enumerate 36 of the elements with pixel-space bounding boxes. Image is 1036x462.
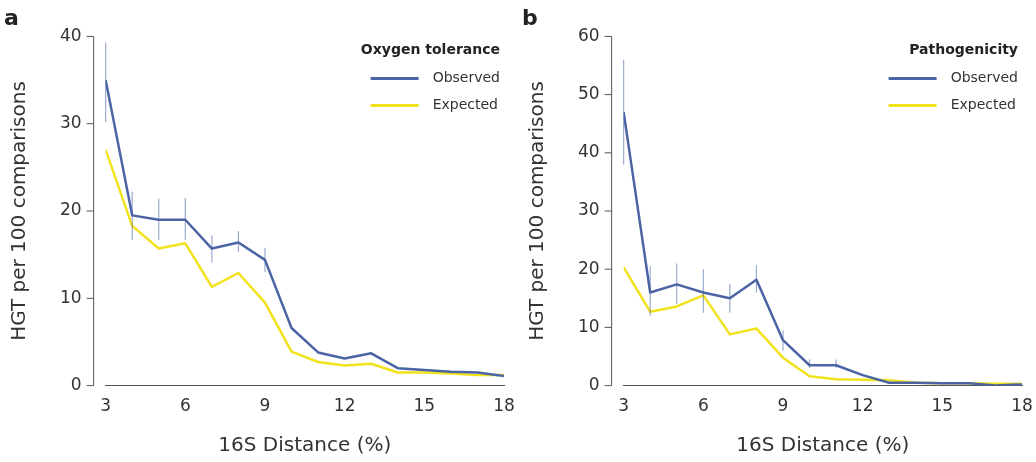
x-tick-label: 9 [777,395,789,416]
legend-label: Expected [432,96,498,113]
x-tick-label: 3 [618,395,630,416]
legend-title: Oxygen tolerance [360,41,500,58]
y-axis-title: HGT per 100 comparisons [524,81,549,341]
x-tick-label: 15 [413,395,436,416]
x-tick-label: 9 [259,395,271,416]
y-tick-label: 0 [70,374,82,395]
legend-title: Pathogenicity [909,41,1018,58]
legend-label: Observed [950,69,1018,86]
y-tick-label: 30 [59,112,82,133]
y-tick-label: 30 [577,199,600,220]
y-tick-label: 40 [59,24,82,45]
x-tick-label: 18 [1011,395,1033,416]
legend-label: Expected [950,96,1016,113]
x-axis-title: 16S Distance (%) [736,432,910,457]
y-tick-label: 10 [577,315,600,336]
y-tick-label: 40 [577,141,600,162]
x-axis-title: 16S Distance (%) [218,432,392,457]
y-tick-label: 20 [577,257,600,278]
x-tick-label: 6 [697,395,709,416]
y-tick-label: 20 [59,199,82,220]
y-tick-label: 60 [577,24,600,45]
x-tick-label: 18 [493,395,515,416]
y-tick-label: 0 [588,374,600,395]
y-tick-label: 50 [577,83,600,104]
y-axis-title: HGT per 100 comparisons [6,81,31,341]
y-tick-label: 10 [59,286,82,307]
x-tick-label: 12 [333,395,356,416]
x-tick-label: 15 [931,395,954,416]
legend-label: Observed [432,69,500,86]
x-tick-label: 12 [851,395,874,416]
x-tick-label: 3 [100,395,112,416]
chart-title: a [4,4,19,30]
x-tick-label: 6 [179,395,191,416]
chart-title: b [522,4,538,30]
